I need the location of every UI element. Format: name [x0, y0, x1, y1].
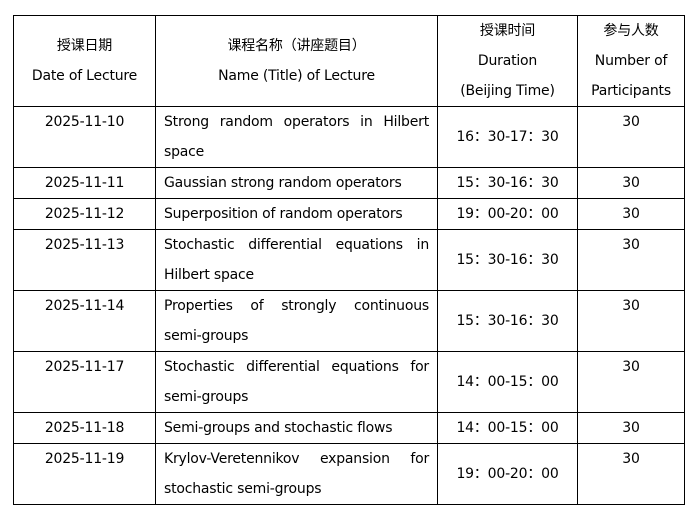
- lecture-date: 2025-11-13: [13, 229, 156, 291]
- lecture-date: 2025-11-11: [13, 167, 156, 199]
- lecture-date: 2025-11-12: [13, 198, 156, 230]
- header-duration: 授课时间 Duration (Beijing Time): [437, 15, 578, 107]
- lecture-duration: 19：00-20：00: [437, 443, 578, 505]
- header-duration-zh: 授课时间: [479, 23, 536, 39]
- lecture-date: 2025-11-19: [13, 443, 156, 505]
- lecture-name: Semi-groups and stochastic flows: [155, 412, 438, 444]
- header-duration-en1: Duration: [477, 53, 538, 69]
- lecture-duration: 14：00-15：00: [437, 351, 578, 413]
- lecture-schedule-table: 授课日期 Date of Lecture 课程名称（讲座题目） Name (Titl…: [13, 15, 685, 505]
- header-date: 授课日期 Date of Lecture: [13, 15, 156, 107]
- table-row: 2025-11-18 Semi-groups and stochastic fl…: [13, 412, 685, 444]
- lecture-name: Krylov-Veretennikov expansion for stocha…: [155, 443, 438, 505]
- table-row: 2025-11-12 Superposition of random opera…: [13, 198, 685, 230]
- lecture-participants: 30: [577, 351, 685, 413]
- table-row: 2025-11-10 Strong random operators in Hi…: [13, 106, 685, 168]
- lecture-date: 2025-11-14: [13, 290, 156, 352]
- lecture-participants: 30: [577, 412, 685, 444]
- lecture-name: Strong random operators in Hilbert space: [155, 106, 438, 168]
- header-participants-en2: Participants: [591, 83, 671, 99]
- lecture-participants: 30: [577, 198, 685, 230]
- lecture-date: 2025-11-10: [13, 106, 156, 168]
- lecture-duration: 14：00-15：00: [437, 412, 578, 444]
- table-row: 2025-11-19 Krylov-Veretennikov expansion…: [13, 443, 685, 505]
- lecture-duration: 15：30-16：30: [437, 229, 578, 291]
- table-row: 2025-11-14 Properties of strongly contin…: [13, 290, 685, 352]
- lecture-name: Superposition of random operators: [155, 198, 438, 230]
- header-name: 课程名称（讲座题目） Name (Title) of Lecture: [155, 15, 438, 107]
- lecture-duration: 19：00-20：00: [437, 198, 578, 230]
- table-row: 2025-11-13 Stochastic differential equat…: [13, 229, 685, 291]
- lecture-date: 2025-11-17: [13, 351, 156, 413]
- lecture-participants: 30: [577, 167, 685, 199]
- lecture-name: Stochastic differential equations in Hil…: [155, 229, 438, 291]
- header-duration-en2: (Beijing Time): [460, 83, 555, 99]
- lecture-name: Gaussian strong random operators: [155, 167, 438, 199]
- header-date-zh: 授课日期: [56, 38, 113, 54]
- lecture-duration: 15：30-16：30: [437, 290, 578, 352]
- header-name-en: Name (Title) of Lecture: [218, 68, 375, 84]
- header-name-zh: 课程名称（讲座题目）: [227, 38, 366, 54]
- lecture-duration: 15：30-16：30: [437, 167, 578, 199]
- header-participants-zh: 参与人数: [603, 23, 659, 39]
- lecture-participants: 30: [577, 443, 685, 505]
- lecture-participants: 30: [577, 106, 685, 168]
- lecture-name: Properties of strongly continuous semi-g…: [155, 290, 438, 352]
- header-participants: 参与人数 Number of Participants: [577, 15, 685, 107]
- lecture-duration: 16：30-17：30: [437, 106, 578, 168]
- lecture-participants: 30: [577, 290, 685, 352]
- lecture-date: 2025-11-18: [13, 412, 156, 444]
- header-participants-en1: Number of: [594, 53, 668, 69]
- header-row: 授课日期 Date of Lecture 课程名称（讲座题目） Name (Titl…: [13, 15, 685, 107]
- lecture-participants: 30: [577, 229, 685, 291]
- lecture-name: Stochastic differential equations for se…: [155, 351, 438, 413]
- header-date-en: Date of Lecture: [31, 68, 138, 84]
- table-row: 2025-11-17 Stochastic differential equat…: [13, 351, 685, 413]
- table-row: 2025-11-11 Gaussian strong random operat…: [13, 167, 685, 199]
